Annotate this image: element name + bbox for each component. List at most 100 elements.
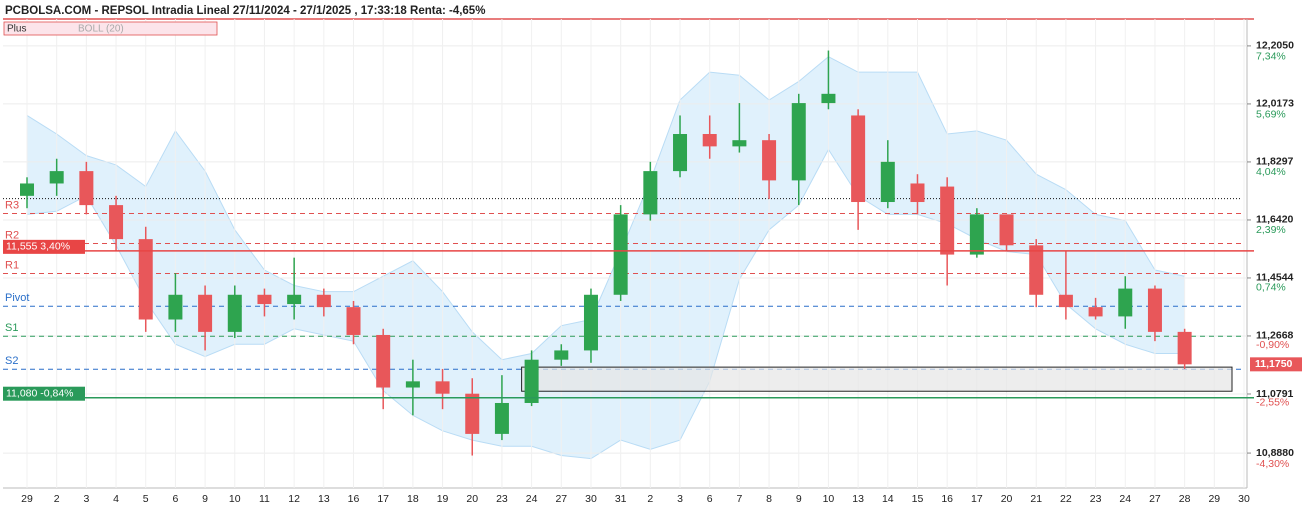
- plot: 12,2050 12,0173 11,8297 11,6420 11,4544 11,26…: [3, 19, 1302, 505]
- candle-body: [20, 183, 34, 196]
- x-tick-label: 8: [766, 493, 772, 505]
- candle-body: [168, 294, 183, 320]
- band-label: BOLL (20): [78, 24, 124, 35]
- candle-body: [198, 294, 213, 332]
- candle-body: [79, 171, 94, 206]
- candle-body: [109, 205, 124, 240]
- candle-body: [1147, 288, 1162, 332]
- x-tick-label: 17: [971, 493, 983, 505]
- candle-body: [851, 115, 866, 203]
- candle-body: [524, 359, 539, 403]
- y2-tick-label: 0,74%: [1256, 282, 1286, 294]
- candle-body: [1118, 288, 1133, 317]
- candle-body: [702, 134, 717, 147]
- x-tick-label: 7: [736, 493, 742, 505]
- candle-body: [1029, 245, 1044, 295]
- candle-body: [821, 93, 836, 104]
- candle-body: [405, 381, 420, 388]
- pivot-label: R2: [5, 229, 19, 241]
- y2-tick-label: -0,90%: [1256, 339, 1289, 351]
- candle-body: [969, 214, 984, 255]
- y-tick-label: 11,0791: [1256, 388, 1294, 400]
- band-fill: [27, 56, 1185, 459]
- pivot-label: S1: [5, 322, 18, 334]
- x-tick-label: 22: [1060, 493, 1072, 505]
- candle-body: [999, 214, 1014, 246]
- x-tick-label: 20: [466, 493, 478, 505]
- x-tick-label: 4: [113, 493, 119, 505]
- x-tick-label: 27: [555, 493, 567, 505]
- candle-body: [1088, 307, 1103, 317]
- y-tick-label: 11,8297: [1256, 156, 1294, 168]
- x-tick-label: 30: [1238, 493, 1250, 505]
- x-tick-label: 19: [437, 493, 449, 505]
- candle-body: [554, 350, 569, 360]
- x-tick-label: 23: [1090, 493, 1102, 505]
- last-price-box: [1250, 357, 1302, 372]
- candle-body: [1177, 331, 1192, 365]
- y2-tick-label: 7,34%: [1256, 51, 1286, 63]
- x-tick-label: 13: [318, 493, 330, 505]
- x-tick-label: 10: [229, 493, 241, 505]
- pivot-label: Pivot: [5, 292, 29, 304]
- y-tick-label: 11,6420: [1256, 214, 1294, 226]
- x-tick-label: 20: [1001, 493, 1013, 505]
- x-tick-label: 29: [1208, 493, 1220, 505]
- tag-label: 11,555 3,40%: [6, 241, 70, 253]
- candle-body: [376, 334, 391, 388]
- candle-body: [227, 294, 242, 332]
- x-tick-label: 13: [852, 493, 864, 505]
- y-tick-label: 12,2050: [1256, 40, 1294, 52]
- x-tick-label: 17: [377, 493, 389, 505]
- indicator-box: [3, 21, 218, 36]
- y-tick-label: 11,2668: [1256, 330, 1294, 342]
- candle-body: [316, 294, 331, 308]
- x-tick-label: 29: [21, 493, 33, 505]
- x-tick-label: 9: [796, 493, 802, 505]
- x-tick-label: 30: [585, 493, 597, 505]
- x-tick-label: 11: [259, 493, 270, 505]
- candle-body: [762, 140, 777, 181]
- x-tick-label: 24: [1119, 493, 1131, 505]
- x-tick-label: 24: [526, 493, 538, 505]
- x-tick-label: 21: [1030, 493, 1042, 505]
- x-tick-label: 2: [54, 493, 60, 505]
- x-tick-label: 6: [707, 493, 713, 505]
- candle-body: [465, 393, 480, 434]
- tag-box: [3, 386, 85, 401]
- candle-body: [613, 214, 628, 295]
- y-tick-label: 11,4544: [1256, 272, 1294, 284]
- candle-body: [138, 239, 153, 320]
- y-tick-label: 12,0173: [1256, 98, 1294, 110]
- indicator-label: Plus: [7, 24, 26, 35]
- candle-body: [346, 307, 361, 335]
- candle-body: [287, 294, 302, 305]
- last-price-label: 11,1750: [1255, 358, 1293, 370]
- x-tick-label: 23: [496, 493, 508, 505]
- x-tick-label: 5: [143, 493, 149, 505]
- chart-title: PCBOLSA.COM - REPSOL Intradia Lineal 27/…: [5, 5, 485, 17]
- x-tick-label: 3: [677, 493, 683, 505]
- candle-body: [435, 381, 450, 394]
- zone: [521, 366, 1233, 392]
- candle-body: [791, 103, 806, 181]
- y2-tick-label: 2,39%: [1256, 224, 1286, 236]
- candle-body: [257, 294, 272, 305]
- pivot-label: S2: [5, 355, 18, 367]
- x-tick-label: 16: [348, 493, 360, 505]
- candle-body: [732, 140, 747, 147]
- tag-box: [3, 239, 85, 254]
- candle-body: [910, 183, 925, 203]
- candle-body: [1058, 294, 1073, 308]
- y-tick-label: 10,8880: [1256, 447, 1294, 459]
- x-tick-label: 18: [407, 493, 419, 505]
- x-tick-label: 31: [615, 493, 627, 505]
- candle-body: [673, 134, 688, 172]
- band-lower: [26, 148, 1185, 460]
- band-upper: [26, 56, 1185, 361]
- candle-body: [49, 171, 64, 184]
- candle-body: [880, 161, 895, 203]
- x-tick-label: 2: [647, 493, 653, 505]
